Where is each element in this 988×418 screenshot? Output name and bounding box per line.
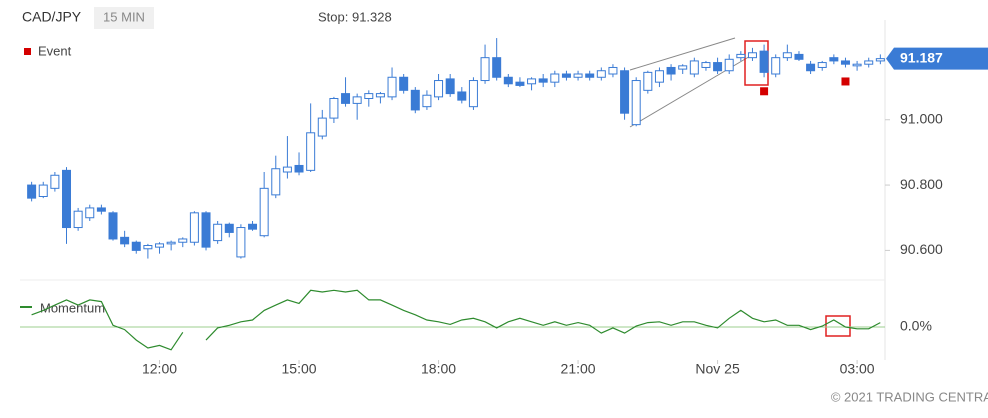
candle-body xyxy=(96,207,106,212)
candle-body xyxy=(561,73,571,78)
candle-body xyxy=(829,57,839,62)
candle-body xyxy=(120,236,130,245)
x-tick-label: Nov 25 xyxy=(695,361,740,377)
candle-body xyxy=(782,52,792,59)
candle-body xyxy=(515,81,525,86)
candle-body xyxy=(492,57,502,78)
candle-body xyxy=(73,210,83,229)
candle-body xyxy=(387,76,397,98)
x-tick-label: 18:00 xyxy=(421,361,456,377)
symbol: CAD/JPY xyxy=(22,9,82,25)
candle-body xyxy=(341,93,351,104)
candle-body xyxy=(875,58,885,62)
candle-body xyxy=(399,76,409,91)
candle-body xyxy=(224,223,234,233)
x-tick-label: 03:00 xyxy=(840,361,875,377)
candle-body xyxy=(422,94,432,108)
candle-body xyxy=(282,166,292,173)
candle-body xyxy=(689,60,699,75)
candle-body xyxy=(85,207,95,219)
candle-body xyxy=(143,245,153,250)
candle-body xyxy=(620,70,630,114)
candle-body xyxy=(317,117,327,137)
candle-body xyxy=(375,93,385,98)
candle-body xyxy=(248,223,258,230)
candle-body xyxy=(480,57,490,82)
candle-body xyxy=(166,241,176,245)
price-tag-label: 91.187 xyxy=(900,49,943,65)
candle-body xyxy=(701,62,711,68)
candle-body xyxy=(550,73,560,83)
y-tick-label: 0.0% xyxy=(900,318,932,334)
event-legend-label: Event xyxy=(38,43,72,58)
candle-body xyxy=(434,80,444,98)
candle-body xyxy=(585,73,595,78)
candle-body xyxy=(527,78,537,85)
x-tick-label: 15:00 xyxy=(282,361,317,377)
y-tick-label: 90.800 xyxy=(900,176,943,192)
candle-body xyxy=(538,78,548,83)
candle-body xyxy=(38,184,48,197)
candle-body xyxy=(713,62,723,72)
candle-body xyxy=(573,73,583,78)
candle-body xyxy=(213,223,223,242)
event-marker xyxy=(760,87,769,96)
candle-body xyxy=(631,80,641,126)
event-legend-marker xyxy=(24,48,31,55)
x-tick-label: 12:00 xyxy=(142,361,177,377)
candle-body xyxy=(736,53,746,59)
candle-body xyxy=(131,241,141,251)
candle-body xyxy=(50,174,60,189)
candle-body xyxy=(724,58,734,72)
candle-body xyxy=(329,98,339,119)
candle-body xyxy=(608,66,618,75)
candle-body xyxy=(457,91,467,101)
candle-body xyxy=(271,168,281,196)
candle-body xyxy=(259,187,269,237)
candle-body xyxy=(759,50,769,73)
candle-body xyxy=(806,63,816,72)
candle-body xyxy=(468,80,478,108)
candle-body xyxy=(236,227,246,258)
candle-body xyxy=(352,96,362,104)
interval: 15 MIN xyxy=(103,9,145,24)
y-tick-label: 91.000 xyxy=(900,110,943,126)
candle-body xyxy=(108,212,118,240)
candle-body xyxy=(503,76,513,85)
candle-body xyxy=(794,53,804,60)
momentum-highlight xyxy=(825,315,851,337)
candle-body xyxy=(643,71,653,91)
candle-body xyxy=(817,62,827,68)
copyright: © 2021 TRADING CENTRAL xyxy=(831,389,988,404)
candle-body xyxy=(840,60,850,65)
candle-body xyxy=(155,243,165,248)
candle-body xyxy=(189,212,199,243)
candle-body xyxy=(410,89,420,111)
y-tick-label: 90.600 xyxy=(900,241,943,257)
candle-body xyxy=(864,60,874,65)
price-tag xyxy=(886,47,988,70)
stop-label: Stop: 91.328 xyxy=(318,9,392,24)
candle-body xyxy=(306,132,316,171)
candle-body xyxy=(678,65,688,70)
momentum-line xyxy=(31,289,881,351)
event-marker xyxy=(841,77,850,86)
candle-body xyxy=(596,70,606,78)
candle-body xyxy=(654,70,664,83)
channel-line xyxy=(629,37,736,71)
candle-body xyxy=(445,78,455,95)
x-tick-label: 21:00 xyxy=(561,361,596,377)
candle-body xyxy=(364,93,374,99)
candle-body xyxy=(747,52,757,59)
candle-body xyxy=(666,66,676,75)
interval-box xyxy=(94,7,154,29)
candle-body xyxy=(771,57,781,75)
candle-body xyxy=(294,164,304,173)
candle-body xyxy=(27,184,37,199)
candle-body xyxy=(852,63,862,67)
candle-body xyxy=(62,169,72,229)
candle-body xyxy=(201,212,211,248)
candle-body xyxy=(178,238,188,243)
